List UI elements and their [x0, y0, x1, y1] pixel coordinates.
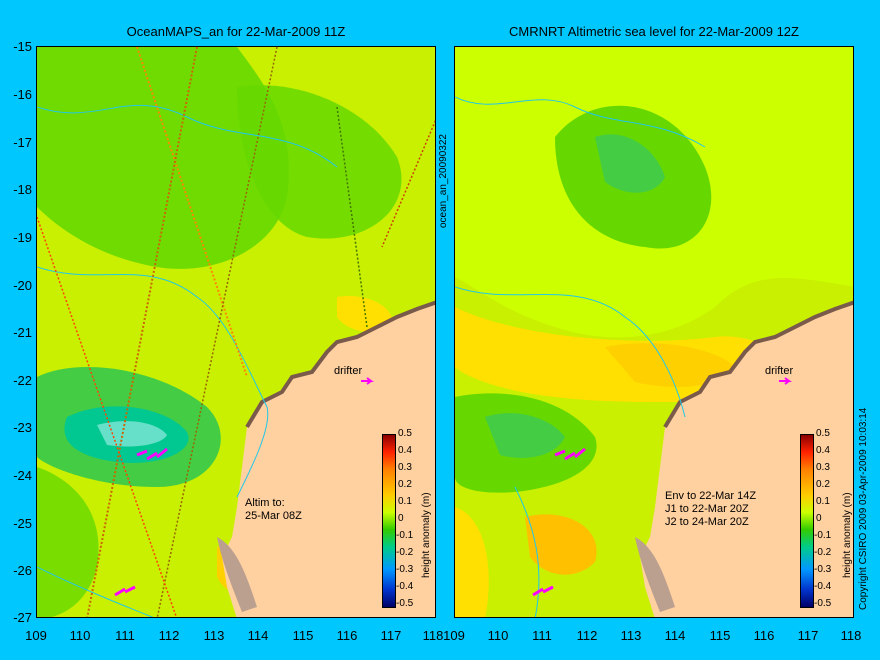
y-tick-label: -21: [13, 325, 32, 340]
x-tick-label-left: 117: [380, 628, 402, 643]
x-tick-label-left: 112: [158, 628, 180, 643]
right-cbar-tick: -0.2: [814, 547, 832, 558]
x-tick-label-left: 110: [69, 628, 91, 643]
x-tick-label-right: 114: [664, 628, 686, 643]
right-cbar-tick: -0.3: [814, 564, 832, 575]
left-cbar-tick: 0: [398, 513, 404, 524]
left-cbar-tick: 0.2: [398, 479, 412, 490]
right-cbar-tick: -0.1: [814, 530, 832, 541]
x-tick-label-left: 113: [203, 628, 225, 643]
left-altim-annotation: Altim to: 25-Mar 08Z: [245, 497, 302, 522]
x-tick-label-left: 116: [336, 628, 358, 643]
right-colorbar-label: height anomaly (m): [842, 492, 853, 578]
left-cbar-tick: -0.2: [396, 547, 414, 558]
right-cbar-tick: -0.4: [814, 581, 832, 592]
y-tick-label: -27: [13, 610, 32, 625]
left-cbar-tick: -0.5: [396, 598, 414, 609]
left-cbar-tick: 0.5: [398, 428, 412, 439]
x-tick-label-right: 109: [443, 628, 465, 643]
copyright-label: Copyright CSIRO 2009 03-Apr-2009 10:03:1…: [858, 407, 869, 610]
right-cbar-tick: 0.2: [816, 479, 830, 490]
y-tick-label: -18: [13, 182, 32, 197]
left-cbar-tick: -0.4: [396, 581, 414, 592]
right-mission-annotation: Env to 22-Mar 14Z J1 to 22-Mar 20Z J2 to…: [665, 490, 757, 528]
left-cbar-tick: 0.1: [398, 496, 412, 507]
left-cbar-tick: -0.3: [396, 564, 414, 575]
right-cbar-tick: 0.4: [816, 445, 830, 456]
y-tick-label: -16: [13, 87, 32, 102]
y-tick-label: -25: [13, 516, 32, 531]
left-colorbar: [382, 434, 396, 608]
y-tick-label: -22: [13, 373, 32, 388]
right-map-graphic: [455, 47, 853, 617]
x-tick-label-right: 111: [532, 628, 552, 643]
y-tick-label: -19: [13, 230, 32, 245]
x-tick-label-right: 113: [620, 628, 642, 643]
y-tick-label: -17: [13, 135, 32, 150]
x-tick-label-left: 118: [422, 628, 444, 643]
left-colorbar-label: height anomaly (m): [421, 492, 432, 578]
left-map-graphic: [37, 47, 435, 617]
right-cbar-tick: 0.5: [816, 428, 830, 439]
x-tick-label-left: 114: [247, 628, 269, 643]
x-tick-label-right: 110: [487, 628, 509, 643]
file-id-label: ocean_an_20090322: [438, 134, 449, 228]
right-drifter-label: drifter: [765, 365, 794, 377]
x-tick-label-left: 111: [115, 628, 135, 643]
x-tick-label-left: 109: [25, 628, 47, 643]
y-tick-label: -26: [13, 563, 32, 578]
left-cbar-tick: 0.4: [398, 445, 412, 456]
left-map-title: OceanMAPS_an for 22-Mar-2009 11Z: [126, 24, 346, 39]
right-cbar-tick: 0: [816, 513, 822, 524]
y-tick-label: -23: [13, 420, 32, 435]
left-cbar-tick: 0.3: [398, 462, 412, 473]
right-cbar-tick: 0.1: [816, 496, 830, 507]
x-tick-label-left: 115: [292, 628, 314, 643]
x-tick-label-right: 118: [840, 628, 862, 643]
right-map-panel: drifter Env to 22-Mar 14Z J1 to 22-Mar 2…: [454, 46, 854, 618]
y-tick-label: -24: [13, 468, 32, 483]
x-tick-label-right: 115: [709, 628, 731, 643]
left-map-panel: drifter Altim to: 25-Mar 08Z: [36, 46, 436, 618]
right-map-title: CMRNRT Altimetric sea level for 22-Mar-2…: [509, 24, 799, 39]
right-cbar-tick: 0.3: [816, 462, 830, 473]
right-cbar-tick: -0.5: [814, 598, 832, 609]
x-tick-label-right: 116: [753, 628, 775, 643]
x-tick-label-right: 112: [576, 628, 598, 643]
left-cbar-tick: -0.1: [396, 530, 414, 541]
y-tick-label: -15: [13, 39, 32, 54]
x-tick-label-right: 117: [797, 628, 819, 643]
y-tick-label: -20: [13, 278, 32, 293]
right-colorbar: [800, 434, 814, 608]
left-drifter-label: drifter: [334, 365, 363, 377]
